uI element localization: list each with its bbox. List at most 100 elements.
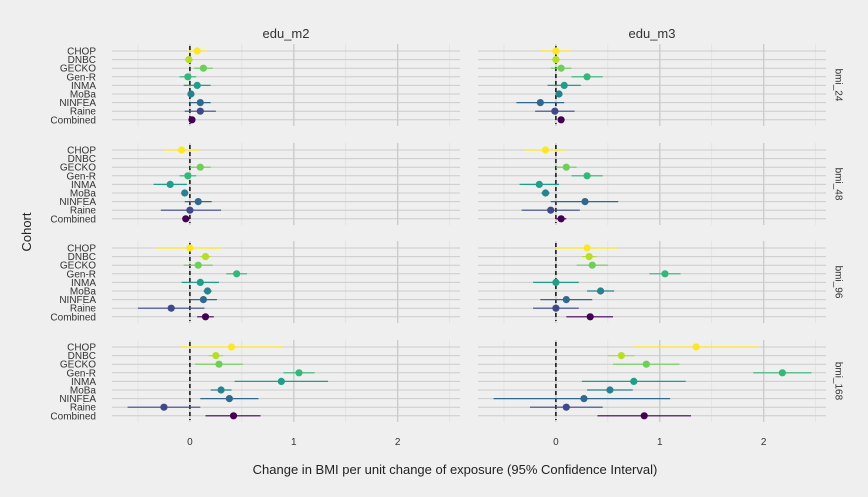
point-estimate [560, 81, 568, 89]
point-estimate [194, 198, 202, 206]
cohort-tick-label: CHOP [67, 343, 96, 354]
cohort-tick-label: Raine [70, 107, 97, 118]
cohort-tick-label: DNBC [68, 252, 96, 263]
cohort-tick-label: DNBC [68, 154, 96, 165]
point-estimate [606, 386, 614, 394]
cohort-tick-label: MoBa [70, 189, 97, 200]
point-estimate [583, 172, 591, 180]
point-estimate [186, 244, 194, 252]
cohort-tick-label: Gen-R [67, 269, 96, 280]
point-estimate [193, 47, 201, 55]
cohort-tick-label: DNBC [68, 351, 96, 362]
point-estimate [196, 107, 204, 115]
point-estimate [295, 369, 303, 377]
point-estimate [194, 261, 202, 269]
x-axis-title: Change in BMI per unit change of exposur… [253, 462, 658, 477]
point-estimate [551, 107, 559, 115]
point-estimate [185, 56, 193, 64]
point-estimate [196, 163, 204, 171]
point-estimate [217, 386, 225, 394]
point-estimate [583, 73, 591, 81]
point-estimate [552, 56, 560, 64]
point-estimate [583, 244, 591, 252]
point-estimate [193, 81, 201, 89]
cohort-tick-label: DNBC [68, 55, 96, 66]
point-estimate [535, 180, 543, 188]
cohort-tick-label: CHOP [67, 47, 96, 58]
point-estimate [184, 73, 192, 81]
row-strip-label: bmi_48 [832, 168, 843, 201]
point-estimate [203, 287, 212, 295]
point-estimate [199, 296, 208, 304]
point-estimate [182, 215, 190, 223]
point-estimate [196, 99, 204, 107]
point-estimate [617, 352, 625, 360]
point-estimate [167, 304, 175, 312]
cohort-tick-label: GECKO [60, 360, 96, 371]
point-estimate [184, 172, 192, 180]
point-estimate [541, 146, 550, 154]
column-strip-label: edu_m3 [629, 26, 676, 41]
point-estimate [580, 395, 588, 403]
cohort-tick-label: NINFEA [59, 98, 96, 109]
point-estimate [201, 253, 210, 261]
point-estimate [188, 116, 196, 124]
column-strip-label: edu_m2 [263, 26, 310, 41]
cohort-tick-label: Gen-R [67, 72, 96, 83]
cohort-tick-label: MoBa [70, 386, 97, 397]
cohort-tick-label: INMA [71, 81, 96, 92]
labels-layer: edu_m2 edu_m3 bmi_24 bmi_48 bmi_96 bmi_168 CHO… [50, 26, 843, 448]
point-estimate [562, 163, 570, 171]
point-estimate [557, 64, 565, 72]
cohort-tick-label: INMA [71, 180, 96, 191]
cohort-tick-label: Combined [50, 115, 96, 126]
point-estimate [552, 278, 560, 286]
point-estimate [541, 189, 550, 197]
point-estimate [586, 313, 594, 321]
cohort-tick-label: INMA [71, 377, 96, 388]
point-estimate [562, 403, 570, 411]
point-estimate [585, 253, 593, 261]
point-estimate [552, 47, 560, 55]
x-tick-label: 0 [187, 437, 193, 448]
point-estimate [181, 189, 189, 197]
cohort-tick-label: Gen-R [67, 171, 96, 182]
point-estimate [778, 369, 786, 377]
cohort-tick-label: Combined [50, 214, 96, 225]
cohort-tick-label: Gen-R [67, 368, 96, 379]
point-estimate [581, 198, 589, 206]
x-tick-label: 0 [553, 437, 559, 448]
row-strip-label: bmi_96 [832, 266, 843, 299]
point-estimate [229, 412, 238, 420]
x-tick-label: 2 [395, 437, 401, 448]
point-estimate [227, 343, 236, 351]
cohort-tick-label: Raine [70, 304, 97, 315]
point-estimate [166, 180, 174, 188]
point-estimate [642, 360, 650, 368]
marks-layer [127, 46, 812, 420]
point-estimate [588, 261, 596, 269]
row-strip-label: bmi_168 [832, 362, 843, 401]
cohort-tick-label: Raine [70, 206, 97, 217]
x-tick-label: 2 [761, 437, 767, 448]
cohort-tick-label: NINFEA [59, 295, 96, 306]
point-estimate [661, 270, 669, 278]
point-estimate [212, 352, 220, 360]
cohort-tick-label: NINFEA [59, 197, 96, 208]
point-estimate [640, 412, 648, 420]
cohort-tick-label: INMA [71, 278, 96, 289]
point-estimate [536, 99, 544, 107]
x-tick-label: 1 [657, 437, 663, 448]
cohort-tick-label: Combined [50, 411, 96, 422]
point-estimate [552, 304, 560, 312]
cohort-tick-label: GECKO [60, 64, 96, 75]
cohort-tick-label: NINFEA [59, 394, 96, 405]
point-estimate [233, 270, 241, 278]
cohort-tick-label: Combined [50, 312, 96, 323]
point-estimate [630, 377, 638, 385]
point-estimate [557, 215, 565, 223]
cohort-tick-label: CHOP [67, 244, 96, 255]
cohort-tick-label: Raine [70, 403, 97, 414]
point-estimate [215, 360, 223, 368]
